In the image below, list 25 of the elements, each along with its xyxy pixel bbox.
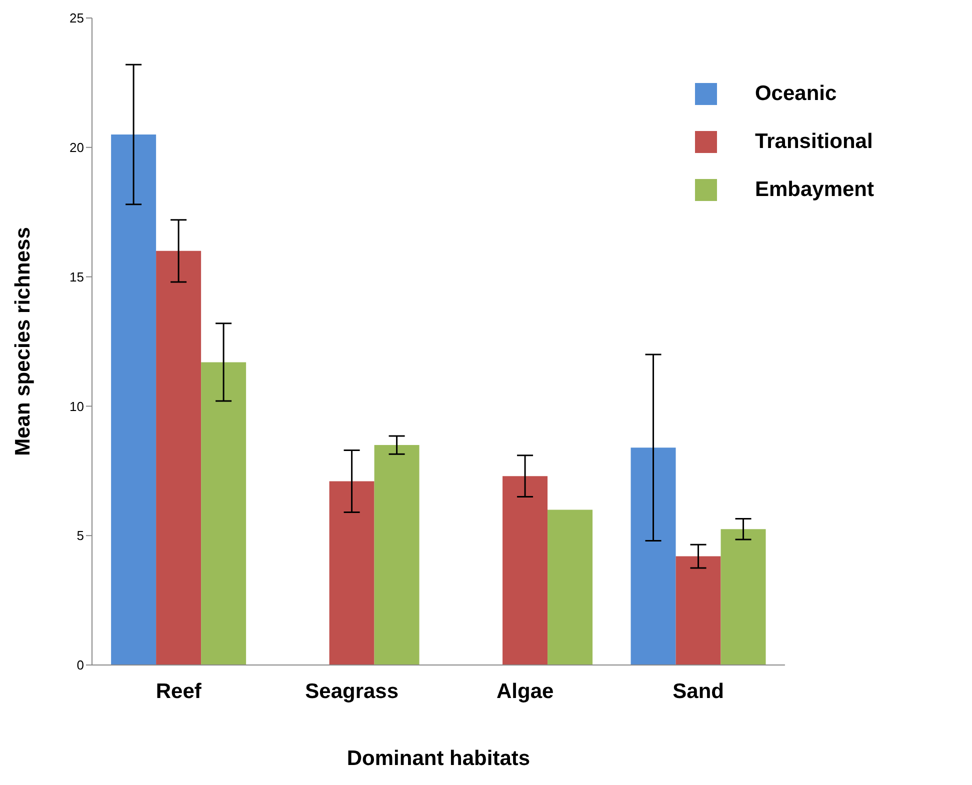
legend-label: Transitional — [754, 130, 873, 154]
bar — [502, 476, 548, 665]
y-tick-label: 25 — [70, 10, 84, 26]
y-tick-label: 5 — [76, 528, 84, 544]
legend-label: Embayment — [754, 178, 874, 202]
x-tick-label: Algae — [496, 680, 554, 703]
y-tick-label: 20 — [70, 140, 84, 156]
bar — [156, 250, 202, 665]
x-tick-label: Sand — [672, 680, 724, 703]
legend-label: Oceanic — [754, 82, 837, 106]
y-tick-label: 10 — [70, 398, 84, 414]
y-tick-label: 0 — [76, 658, 84, 673]
y-tick-label: 15 — [70, 269, 84, 284]
x-tick-label: Reef — [156, 680, 202, 703]
bar — [720, 529, 766, 665]
x-tick-label: Seagrass — [305, 680, 399, 703]
x-axis-title: Dominant habitats — [346, 747, 530, 770]
bar — [676, 556, 721, 665]
bar — [201, 362, 246, 665]
bar — [630, 448, 676, 665]
bar — [548, 510, 593, 665]
bar — [374, 445, 420, 665]
y-axis-title: Mean species richness — [11, 227, 34, 456]
bar — [329, 481, 374, 665]
bar — [111, 134, 156, 665]
